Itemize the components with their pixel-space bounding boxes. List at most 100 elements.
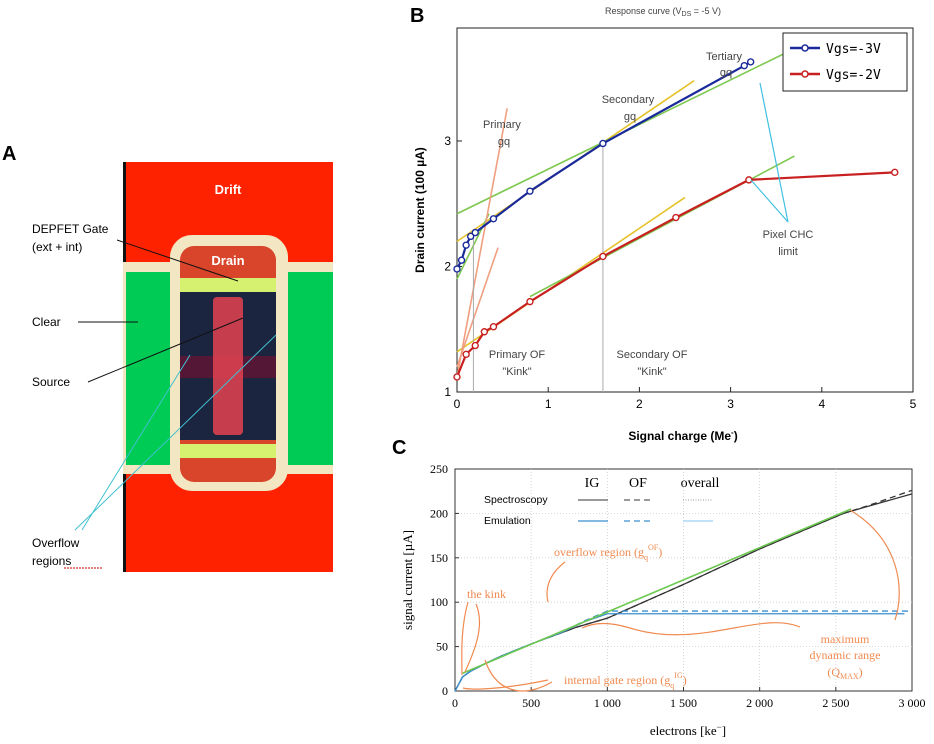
panel-b: B Response curve (VDS = -5 V) 0 1 2 3 4 5123 … [410,5,917,443]
panel-a-letter: A [2,143,16,165]
max-arrow-1 [581,622,801,636]
annot-sof-2: "Kink" [637,366,666,378]
chart-b-xlabel: Signal charge (Me-) [628,428,737,443]
overflow-leader-1 [74,334,277,531]
kink-arrow-1 [461,601,469,676]
chart-b-xtick-label: 0 [454,397,461,411]
clear-label: Clear [32,315,61,329]
annot-tertiary-2: gq [720,67,732,79]
chart-b-series-line [456,60,752,270]
chart-b-point [489,323,498,331]
annot-pixel-1: Pixel CHC [763,229,814,241]
chart-b-point [462,350,470,359]
chart-b-ytick-label: 2 [444,259,451,273]
chart-b-title: Response curve (VDS = -5 V) [605,6,721,18]
legend-label-vgs3: Vgs=-3V [826,42,881,57]
chart-c-ytick-label: 0 [442,684,448,698]
chc-pointer-1 [759,82,789,223]
chc-pointer-2 [750,179,789,223]
ig-arrow-2 [484,659,553,692]
chart-b-xtick-label: 2 [636,397,643,411]
legend-c-header-overall: overall [681,476,720,491]
gate-strip-bottom [180,444,276,458]
chart-b-ylabel: Drain current (100 µA) [413,147,427,273]
max-arrow-2 [849,509,900,621]
legend-marker-vgs3 [801,44,809,52]
panel-c: C 0 500 1 000 1 500 2 000 2 500 3 000 0 50 100 150… [392,437,926,738]
gate-label-line1: DEPFET Gate [32,222,109,236]
chart-b-legend-box [782,32,908,92]
chart-c-series-line [462,508,852,674]
chart-b-point [672,213,680,222]
annot-secondary-1: Secondary [602,94,655,106]
chart-c-xtick-label: 2 500 [822,696,849,710]
of-arrow [546,561,566,603]
annot-tertiary-1: Tertiary [706,51,743,63]
panel-b-letter: B [410,5,424,27]
chart-b-point [462,241,470,249]
overflow-label-line2: regions [32,554,71,568]
annot-internal: internal gate region (gqIG) [564,671,687,690]
chart-b-point [526,297,534,306]
annot-pof-1: Primary OF [489,349,546,361]
internal-gate [213,297,243,435]
ig-arrow-1 [462,679,549,690]
chart-b-point [457,256,466,264]
legend-c-row-emulation: Emulation [484,515,531,527]
chart-c-xtick-label: 1 500 [670,696,697,710]
chart-b-ytick-label: 3 [444,134,451,148]
annot-pixel-2: limit [778,246,798,258]
chart-b-ytick-label: 1 [444,385,451,399]
legend-marker-vgs2 [801,70,809,78]
chart-b-point [480,328,489,336]
chart-b-point [745,176,753,184]
chart-c-ytick-label: 100 [430,595,448,609]
chart-b-xtick-label: 5 [910,397,917,411]
chart-b-point [471,228,479,237]
drift-label: Drift [215,182,242,197]
panel-a: A Drift Drain DEPFET Gate (ext + int) Cl… [2,143,333,572]
overflow-label-line1: Overflow [32,536,80,550]
chart-c-ytick-label: 200 [430,506,448,520]
chart-c-legend: IG OF overall Spectroscopy Emulation [484,476,720,527]
annot-primary-1: Primary [483,119,521,131]
chart-b-fit-line [456,247,499,368]
chart-c-annotation-arrows [461,509,900,692]
chart-c-xtick-label: 1 000 [594,696,621,710]
chart-c-xtick-label: 3 000 [899,696,926,710]
chart-c-ylabel: signal current [µA] [400,530,415,630]
panel-c-letter: C [392,437,406,459]
annot-primary-2: gq [498,136,510,148]
chart-b-legend: Vgs=-3V Vgs=-2V [782,32,908,92]
chart-b-point [453,373,461,381]
chart-b-series-line [455,171,895,378]
source-leader [87,317,244,383]
legend-c-row-spectroscopy: Spectroscopy [484,494,548,506]
chart-b-xtick-label: 1 [545,397,552,411]
chart-c-xtick-label: 0 [452,696,458,710]
chart-c-ytick-label: 50 [436,640,448,654]
chart-b-point [526,187,534,195]
source-label: Source [32,375,70,389]
kink-arrow-2 [464,603,480,673]
chart-b-xtick-label: 3 [727,397,734,411]
overflow-leader-2 [81,354,191,531]
gate-strip-top [180,278,276,292]
annot-kink: the kink [467,587,506,601]
chart-c-xlabel: electrons [ke−] [650,722,726,738]
chart-b-point [746,58,755,66]
chart-b-point [740,61,748,70]
chart-b-point [599,252,607,261]
legend-c-header-of: OF [629,476,647,491]
chart-c-xtick-label: 2 000 [746,696,773,710]
legend-c-header-ig: IG [585,476,600,491]
clear-left [126,272,174,465]
chart-b-point [466,232,475,241]
annot-pof-2: "Kink" [502,366,531,378]
chart-b-fit-line [456,108,508,378]
annot-max-1: maximum [821,632,870,646]
annot-overflow: overflow region (gqOF) [554,543,662,562]
annot-max-3: (QMAX) [827,665,862,681]
gate-label-line2: (ext + int) [32,240,82,254]
